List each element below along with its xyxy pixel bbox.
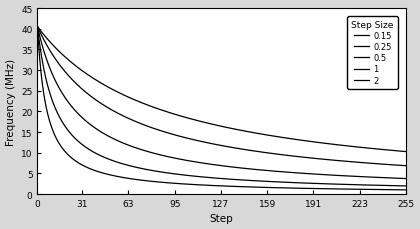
1	[73, 137, 78, 140]
2	[197, 184, 202, 186]
0.15	[197, 120, 202, 123]
1	[35, 26, 40, 29]
Y-axis label: Frequency (MHz): Frequency (MHz)	[5, 58, 16, 145]
1	[322, 183, 327, 185]
0.5	[288, 171, 293, 174]
2	[184, 183, 189, 186]
1	[184, 174, 189, 177]
0.15	[288, 138, 293, 140]
1	[403, 185, 408, 188]
0.5	[329, 174, 334, 177]
0.25	[329, 159, 334, 162]
0.5	[197, 161, 202, 164]
0.25	[197, 140, 202, 143]
2	[35, 26, 40, 29]
0.5	[403, 177, 408, 180]
0.5	[184, 159, 189, 162]
0.15	[73, 65, 78, 67]
0.25	[288, 155, 293, 157]
0.15	[184, 117, 189, 120]
0.25	[322, 158, 327, 161]
X-axis label: Step: Step	[210, 213, 234, 224]
0.25	[73, 82, 78, 85]
0.25	[35, 26, 40, 29]
2	[73, 160, 78, 162]
0.25	[184, 137, 189, 140]
0.5	[322, 174, 327, 176]
0.15	[403, 150, 408, 153]
Line: 0.15: 0.15	[37, 27, 406, 152]
Legend: 0.15, 0.25, 0.5, 1, 2: 0.15, 0.25, 0.5, 1, 2	[347, 17, 398, 89]
1	[197, 176, 202, 178]
0.5	[35, 26, 40, 29]
1	[288, 181, 293, 184]
Line: 2: 2	[37, 27, 406, 190]
Line: 0.25: 0.25	[37, 27, 406, 166]
0.5	[73, 110, 78, 112]
2	[288, 187, 293, 190]
2	[329, 188, 334, 190]
1	[329, 183, 334, 185]
2	[322, 188, 327, 190]
2	[403, 189, 408, 191]
0.15	[35, 26, 40, 29]
0.25	[403, 165, 408, 167]
Line: 0.5: 0.5	[37, 27, 406, 179]
Line: 1: 1	[37, 27, 406, 186]
0.15	[322, 142, 327, 145]
0.15	[329, 143, 334, 146]
